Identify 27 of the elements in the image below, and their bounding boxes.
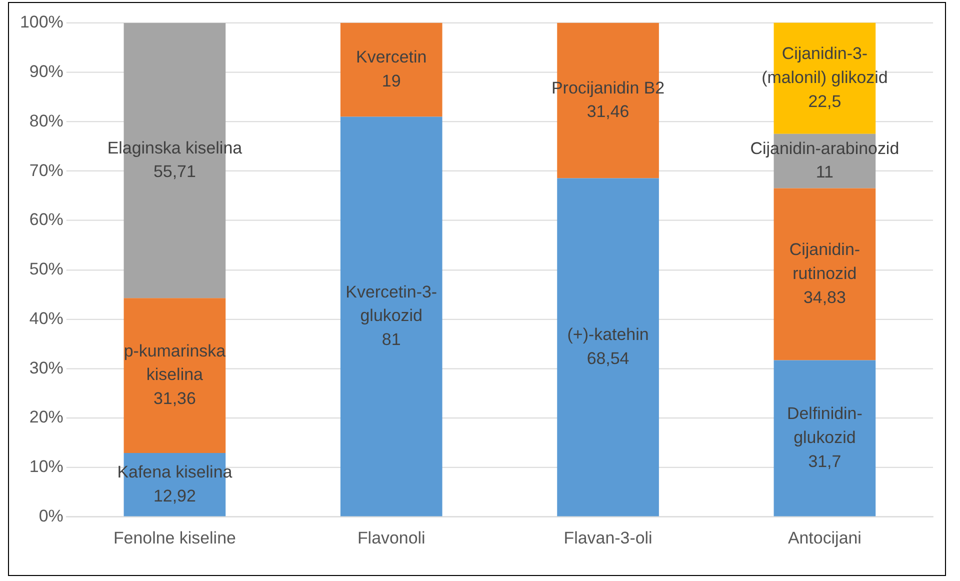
data-label: Kvercetin 19: [356, 48, 427, 90]
bar: [124, 298, 226, 453]
y-tick-label: 50%: [29, 260, 64, 279]
data-label: Kvercetin-3- glukozid 81: [346, 282, 438, 350]
y-tick-label: 100%: [20, 12, 64, 32]
y-tick-label: 60%: [29, 210, 64, 230]
bar: [557, 178, 659, 516]
data-label: Cijanidin- rutinozid 34,83: [789, 240, 860, 307]
y-tick-label: 80%: [29, 111, 64, 130]
data-label: (+)-katehin 68,54: [567, 325, 649, 368]
bar: [340, 22, 442, 117]
bar: [340, 116, 442, 516]
bar: [774, 188, 876, 360]
x-tick-label: Flavan-3-oli: [564, 528, 652, 548]
bar: [774, 360, 876, 516]
x-tick-label: Antocijani: [788, 528, 862, 548]
y-tick-label: 40%: [29, 308, 64, 328]
data-label: Delfinidin- glukozid 31,7: [787, 404, 862, 471]
x-tick-label: Flavonoli: [357, 528, 426, 548]
y-tick-label: 20%: [29, 408, 64, 427]
y-tick-label: 70%: [29, 160, 64, 180]
y-tick-label: 30%: [29, 358, 64, 378]
y-tick-label: 0%: [38, 506, 64, 526]
y-tick-label: 90%: [29, 62, 64, 81]
y-tick-label: 10%: [29, 457, 64, 476]
data-label: p-kumarinska kiselina 31,36: [124, 341, 226, 408]
x-tick-label: Fenolne kiseline: [113, 528, 236, 548]
